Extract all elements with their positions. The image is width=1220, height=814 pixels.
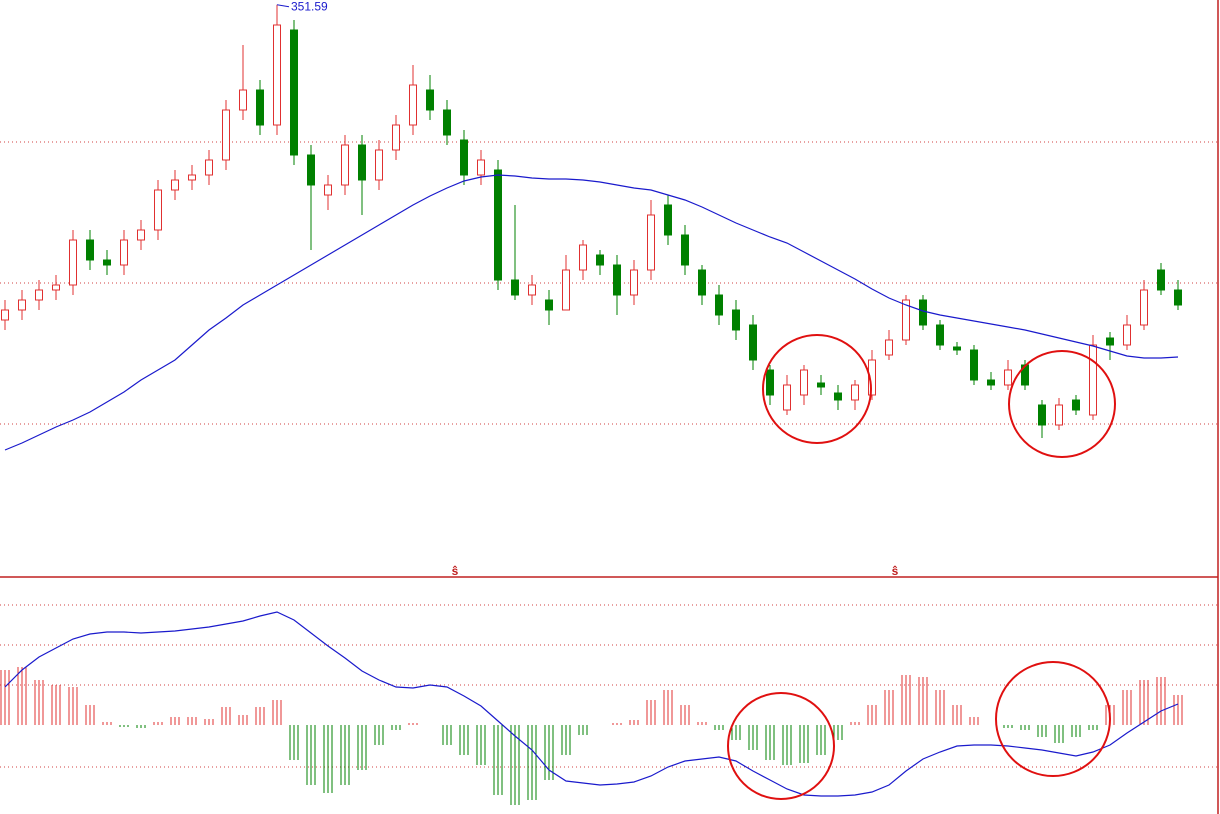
label-leader (276, 4, 290, 8)
candle-body (69, 239, 77, 286)
candle-body (273, 24, 281, 126)
candle-body (324, 184, 332, 196)
candle-body (902, 299, 910, 341)
candle-body (443, 109, 451, 136)
candle-body (239, 89, 247, 111)
candle-body (1055, 404, 1063, 426)
candle-body (1072, 399, 1080, 411)
candle-body (460, 139, 468, 176)
candle-body (885, 339, 893, 356)
candle-body (953, 346, 961, 351)
candle-body (392, 124, 400, 151)
signal-marker: ŝ (892, 564, 899, 578)
candle-body (766, 369, 774, 396)
candle-body (409, 84, 417, 126)
candle-body (477, 159, 485, 176)
candle-body (630, 269, 638, 296)
candle-body (834, 392, 842, 401)
candle-body (426, 89, 434, 111)
candle-body (868, 359, 876, 396)
candle-body (307, 154, 315, 186)
highlight-circle (995, 661, 1111, 777)
candle-body (154, 189, 162, 231)
candle-body (579, 244, 587, 271)
candle-body (290, 29, 298, 156)
candle-body (18, 299, 26, 311)
highlight-circle (727, 692, 835, 800)
candle-body (103, 259, 111, 266)
candle-body (715, 294, 723, 316)
candle-body (562, 269, 570, 311)
candle-body (375, 149, 383, 181)
candle-body (545, 299, 553, 311)
candle-body (120, 239, 128, 266)
candle-body (137, 229, 145, 241)
candle-body (1089, 344, 1097, 416)
candle-body (188, 174, 196, 181)
candle-body (205, 159, 213, 176)
candle-body (987, 379, 995, 386)
candle-body (970, 349, 978, 381)
candle-body (1174, 289, 1182, 306)
candle-body (681, 234, 689, 266)
candle-body (647, 214, 655, 271)
candle-body (613, 264, 621, 296)
candle-body (1038, 404, 1046, 426)
candle-body (698, 269, 706, 296)
candle-body (52, 284, 60, 291)
candle-body (1157, 269, 1165, 291)
highlight-circle (762, 334, 872, 444)
candle-body (171, 179, 179, 191)
macd-line (4, 611, 1179, 797)
candle-body (749, 324, 757, 361)
highlight-circle (1008, 350, 1116, 458)
candle-body (936, 324, 944, 346)
high-label: 351.59 (291, 0, 328, 14)
candle-body (1106, 337, 1114, 346)
signal-marker: ŝ (452, 564, 459, 578)
moving-average (4, 174, 1179, 451)
candle-body (1, 309, 9, 321)
plot: 351.59 ŝ ŝ (0, 0, 1183, 805)
candle-body (358, 144, 366, 181)
candle-body (1123, 324, 1131, 346)
candle-body (528, 284, 536, 296)
candle-body (1140, 289, 1148, 326)
candle-body (511, 279, 519, 296)
candle-body (800, 369, 808, 396)
candle-body (732, 309, 740, 331)
candle-body (341, 144, 349, 186)
candle-body (256, 89, 264, 126)
candle-body (919, 299, 927, 326)
candle-body (494, 169, 502, 281)
candle-body (851, 384, 859, 401)
candle-body (596, 254, 604, 266)
candle-body (817, 382, 825, 388)
candle-body (783, 384, 791, 411)
candle-body (86, 239, 94, 261)
candle-body (35, 289, 43, 301)
candle-body (222, 109, 230, 161)
candle-body (664, 204, 672, 236)
candle-body (1004, 369, 1012, 386)
